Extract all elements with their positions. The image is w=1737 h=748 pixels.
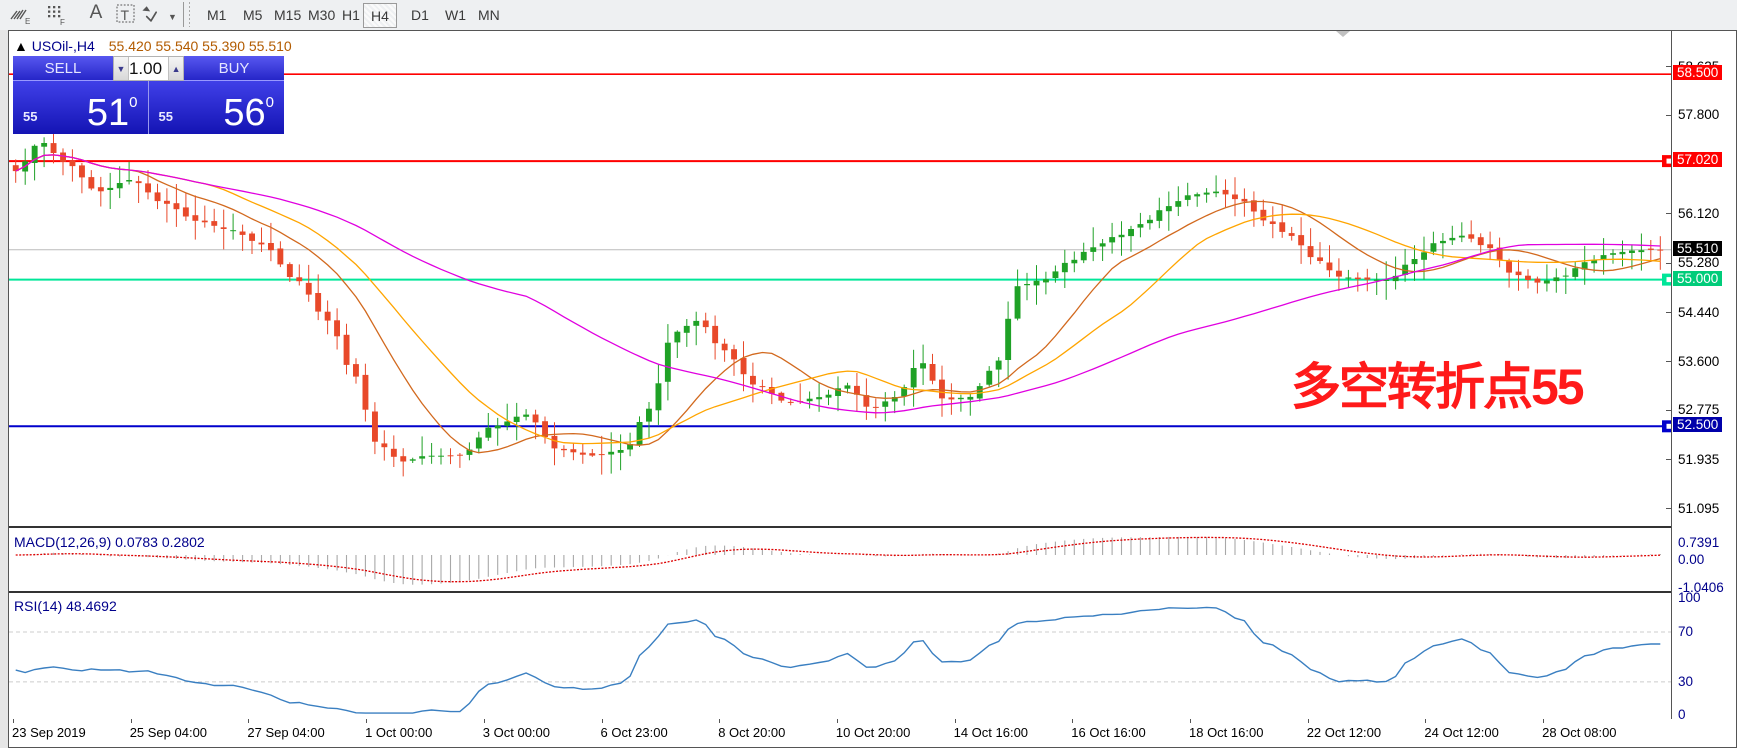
svg-text:F: F xyxy=(60,18,65,27)
svg-text:E: E xyxy=(25,17,30,26)
svg-text:T: T xyxy=(121,7,130,23)
